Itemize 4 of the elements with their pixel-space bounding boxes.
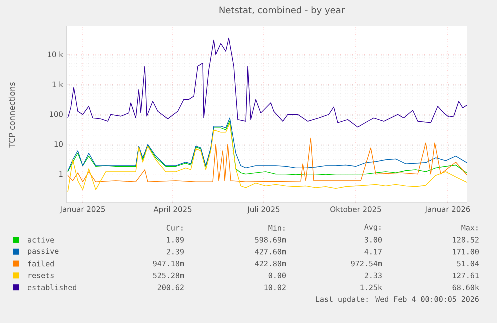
line-series xyxy=(68,138,467,182)
line-series xyxy=(68,38,467,128)
y-axis-title: TCP connections xyxy=(8,82,16,148)
chart-title: Netstat, combined - by year xyxy=(220,6,346,16)
